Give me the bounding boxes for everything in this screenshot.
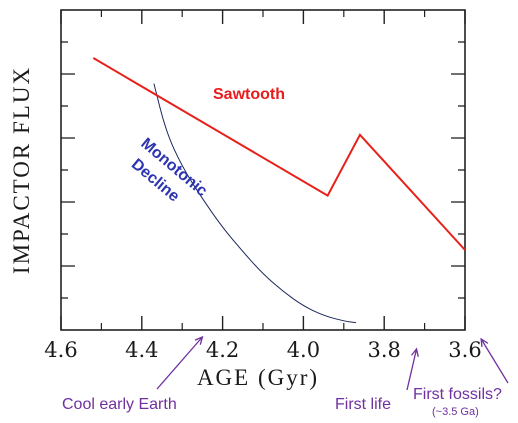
axis-ticks	[60, 10, 466, 330]
annotation-first-life: First life	[335, 396, 391, 413]
x-tick-label: 3.6	[448, 338, 481, 362]
annotation-cool-early-earth: Cool early Earth	[62, 396, 177, 413]
annotation-first-fossils: First fossils?	[413, 386, 502, 403]
x-tick-labels: 4.6 4.4 4.2 4.0 3.8 3.6	[44, 338, 481, 362]
annotation-arrow-line	[156, 336, 203, 390]
series-label-monotonic-decline: Monotonic Decline	[123, 135, 213, 220]
x-axis-label: AGE (Gyr)	[197, 365, 319, 390]
series-line-sawtooth	[92, 57, 466, 251]
x-tick-label: 4.2	[206, 338, 239, 362]
x-tick-label: 4.6	[44, 338, 77, 362]
x-tick-label: 3.8	[367, 338, 400, 362]
annotation-arrow-line	[406, 348, 418, 391]
annotation-first-fossils-date: (~3.5 Ga)	[432, 406, 479, 418]
annotation-arrow-line	[480, 338, 509, 384]
annotation-arrowhead	[480, 337, 489, 348]
plot-frame	[60, 9, 466, 331]
annotation-arrowhead	[194, 335, 204, 345]
series-line-monotonic-decline	[153, 83, 356, 324]
x-tick-label: 4.4	[125, 338, 158, 362]
series-label-sawtooth: Sawtooth	[213, 86, 285, 103]
y-axis-label: IMPACTOR FLUX	[9, 66, 34, 274]
x-tick-label: 4.0	[287, 338, 320, 362]
annotation-arrows	[156, 335, 509, 391]
annotation-arrowhead	[410, 347, 419, 357]
